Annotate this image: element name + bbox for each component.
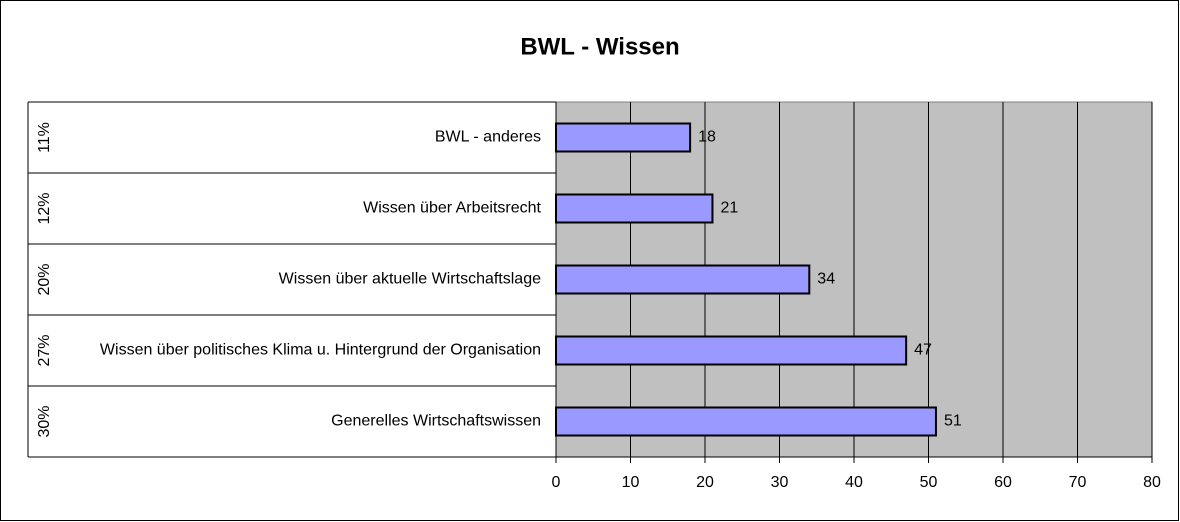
x-tick-label: 40 [845, 474, 863, 491]
bar [555, 335, 908, 366]
bar [555, 122, 692, 153]
value-label: 47 [914, 342, 932, 359]
x-tick-label: 70 [1069, 474, 1087, 491]
group-label: 12% [36, 192, 53, 224]
group-label: 11% [36, 122, 53, 153]
group-label: 27% [36, 334, 53, 366]
chart-title: BWL - Wissen [520, 33, 679, 60]
bar [555, 264, 811, 295]
x-tick-label: 30 [771, 474, 789, 491]
x-tick-label: 50 [920, 474, 938, 491]
group-label: 20% [36, 263, 53, 295]
x-tick-label: 60 [994, 474, 1012, 491]
x-tick-label: 20 [696, 474, 714, 491]
x-tick-label: 80 [1143, 474, 1161, 491]
value-label: 34 [817, 271, 835, 288]
bar [555, 406, 937, 437]
y-tick-label: Wissen über politisches Klima u. Hinterg… [100, 342, 541, 359]
value-label: 51 [944, 413, 962, 430]
y-tick-label: Generelles Wirtschaftswissen [331, 413, 541, 430]
bar [555, 193, 714, 224]
y-tick-label: BWL - anderes [435, 129, 541, 146]
value-label: 18 [698, 129, 716, 146]
x-tick-label: 10 [622, 474, 640, 491]
y-tick-label: Wissen über Arbeitsrecht [363, 200, 541, 217]
group-label: 30% [36, 405, 53, 437]
y-tick-label: Wissen über aktuelle Wirtschaftslage [279, 271, 541, 288]
x-tick-label: 0 [552, 474, 561, 491]
value-label: 21 [720, 200, 738, 217]
